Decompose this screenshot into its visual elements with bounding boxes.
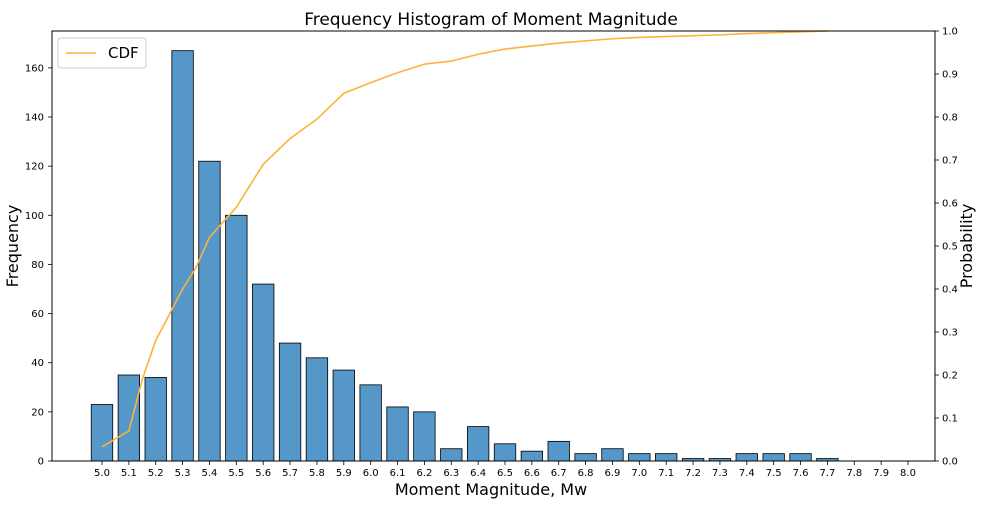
cdf-line (101, 30, 828, 448)
x-tick-label-7.5: 7.5 (766, 468, 782, 479)
x-axis-title: Moment Magnitude, Mw (395, 480, 587, 499)
chart-title: Frequency Histogram of Moment Magnitude (304, 10, 678, 30)
bars-group (90, 50, 839, 462)
bar-5.3 (171, 50, 194, 462)
x-tick-label-7.9: 7.9 (873, 468, 889, 479)
legend: CDF (57, 37, 147, 69)
bar-7.4 (735, 453, 758, 462)
x-tick-label-5.6: 5.6 (255, 468, 271, 479)
y-tick-label-40: 40 (31, 358, 44, 369)
x-tick-label-7.0: 7.0 (631, 468, 647, 479)
x-tick-label-7.8: 7.8 (846, 468, 862, 479)
x-tick-label-7.1: 7.1 (658, 468, 674, 479)
x-tick-label-6.7: 6.7 (551, 468, 567, 479)
bar-6.4 (466, 426, 490, 462)
x-tick-label-5.2: 5.2 (148, 468, 164, 479)
x-tick-label-5.5: 5.5 (228, 468, 244, 479)
y2-tick-label-0.0: 0.0 (942, 457, 958, 468)
x-tick-label-5.3: 5.3 (175, 468, 191, 479)
legend-box (57, 37, 147, 69)
y2-tick-label-0.9: 0.9 (942, 70, 958, 81)
bar-5.6 (252, 283, 275, 462)
x-tick-label-7.7: 7.7 (819, 468, 835, 479)
x-tick-label-7.2: 7.2 (685, 468, 701, 479)
y-tick-label-0: 0 (38, 457, 44, 468)
x-tick-label-6.5: 6.5 (497, 468, 513, 479)
bar-5.5 (225, 214, 248, 462)
x-axis: 5.0 5.1 5.2 5.3 5.4 5.5 5.6 5.7 5.8 5.9 6.0 6.1 6.2 6… (94, 461, 916, 479)
bar-5.0 (90, 404, 114, 462)
x-tick-label-5.4: 5.4 (202, 468, 218, 479)
legend-label-cdf: CDF (108, 44, 139, 62)
bar-5.8 (305, 357, 329, 462)
bar-6.5 (493, 443, 517, 462)
bar-5.2 (144, 377, 167, 462)
bar-6.2 (413, 411, 436, 462)
y2-tick-label-0.2: 0.2 (942, 371, 958, 382)
bar-7.1 (655, 453, 678, 462)
bar-6.8 (574, 453, 597, 462)
right-axis: 0.0 0.1 0.2 0.3 0.4 0.5 0.6 0.7 0.8 0.9 1.0 (935, 27, 958, 468)
x-tick-label-5.1: 5.1 (121, 468, 137, 479)
y2-tick-label-0.4: 0.4 (942, 285, 958, 296)
x-tick-label-6.1: 6.1 (390, 468, 406, 479)
y2-tick-label-0.1: 0.1 (942, 414, 958, 425)
x-tick-label-8.0: 8.0 (900, 468, 916, 479)
y-tick-label-120: 120 (25, 162, 44, 173)
x-tick-label-5.0: 5.0 (94, 468, 110, 479)
y2-tick-label-0.5: 0.5 (942, 242, 958, 253)
bar-6.6 (520, 450, 544, 462)
y-tick-label-80: 80 (31, 260, 44, 271)
y2-tick-label-0.6: 0.6 (942, 199, 958, 210)
y-tick-label-160: 160 (25, 63, 44, 74)
bar-5.4 (198, 160, 221, 462)
y2-tick-label-0.7: 0.7 (942, 156, 958, 167)
y2-tick-label-0.3: 0.3 (942, 328, 958, 339)
bar-5.1 (117, 374, 141, 462)
x-tick-label-6.0: 6.0 (363, 468, 379, 479)
bar-7.6 (789, 453, 812, 462)
x-tick-label-6.9: 6.9 (605, 468, 621, 479)
y2-tick-label-1.0: 1.0 (942, 27, 958, 38)
x-tick-label-6.2: 6.2 (416, 468, 432, 479)
x-tick-label-6.6: 6.6 (524, 468, 540, 479)
x-tick-label-7.3: 7.3 (712, 468, 728, 479)
y-tick-label-20: 20 (31, 407, 44, 418)
x-tick-label-5.7: 5.7 (282, 468, 298, 479)
x-tick-label-5.8: 5.8 (309, 468, 325, 479)
y-axis-title: Frequency (3, 205, 22, 288)
bar-6.3 (440, 448, 463, 462)
x-tick-label-6.4: 6.4 (470, 468, 486, 479)
y-tick-label-100: 100 (25, 211, 44, 222)
y2-axis-title: Probability (957, 204, 976, 289)
bar-6.0 (359, 384, 382, 462)
bar-6.1 (386, 406, 409, 462)
x-tick-label-7.6: 7.6 (793, 468, 809, 479)
x-tick-label-6.3: 6.3 (443, 468, 459, 479)
x-tick-label-7.4: 7.4 (739, 468, 755, 479)
y-tick-label-60: 60 (31, 309, 44, 320)
y2-tick-label-0.8: 0.8 (942, 113, 958, 124)
bar-7.0 (628, 453, 651, 462)
bar-6.7 (547, 440, 570, 462)
bar-7.5 (762, 453, 785, 462)
bar-5.7 (278, 342, 302, 462)
cdf-layer (101, 30, 828, 448)
bar-6.9 (601, 448, 624, 462)
y-tick-label-140: 140 (25, 113, 44, 124)
x-tick-label-6.8: 6.8 (578, 468, 594, 479)
left-axis: 0 20 40 60 80 100 120 140 160 (25, 63, 52, 468)
bar-5.9 (332, 369, 355, 462)
x-tick-label-5.9: 5.9 (336, 468, 352, 479)
